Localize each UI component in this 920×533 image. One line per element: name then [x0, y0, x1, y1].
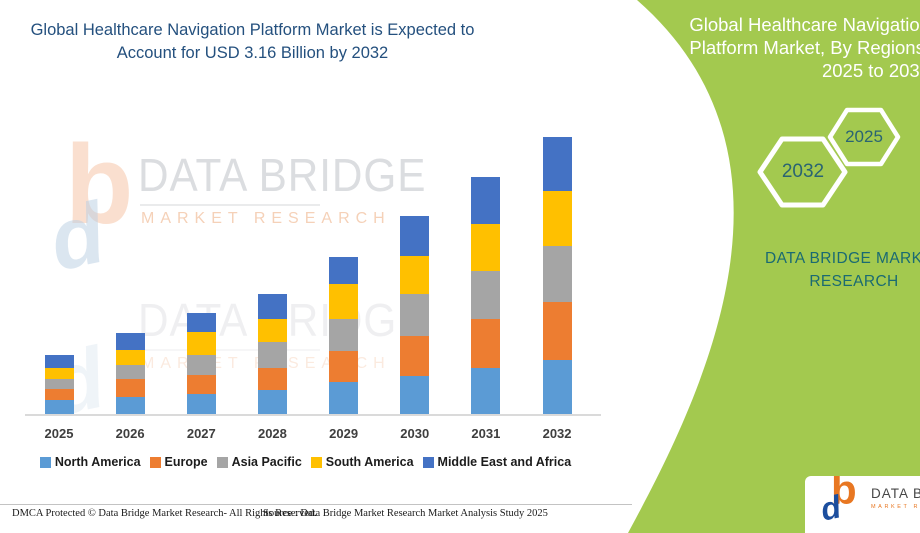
- footer-dmca-text: DMCA Protected © Data Bridge Market Rese…: [12, 508, 317, 519]
- bar-segment-south-america: [257, 319, 287, 343]
- bar-segment-south-america: [186, 332, 216, 356]
- bar-segment-north-america: [542, 359, 572, 415]
- hexagon-2025-icon: [827, 107, 901, 167]
- bar-segment-asia-pacific: [329, 319, 359, 351]
- bar-segment-north-america: [44, 400, 74, 415]
- legend-item-europe: Europe: [149, 455, 208, 469]
- legend-item-middle-east-and-africa: Middle East and Africa: [422, 455, 572, 469]
- bar-segment-north-america: [186, 393, 216, 415]
- bar-segment-south-america: [400, 255, 430, 294]
- bar-segment-asia-pacific: [471, 270, 501, 320]
- legend-item-north-america: North America: [39, 455, 141, 469]
- bar-segment-north-america: [257, 389, 287, 415]
- legend-swatch-icon: [149, 456, 161, 468]
- data-bridge-logo-icon: b d: [817, 476, 875, 530]
- legend-label: South America: [325, 455, 414, 469]
- legend-swatch-icon: [422, 456, 434, 468]
- x-tick-2032: 2032: [542, 426, 572, 441]
- bar-segment-europe: [186, 375, 216, 394]
- legend-label: Middle East and Africa: [437, 455, 572, 469]
- logo-brand-label: DATA BRIDGE: [871, 486, 920, 501]
- bar-2029: [329, 256, 359, 415]
- bar-segment-europe: [44, 388, 74, 400]
- bar-segment-middle-east-and-africa: [186, 312, 216, 333]
- bar-2031: [471, 176, 501, 415]
- bar-segment-asia-pacific: [44, 378, 74, 389]
- bar-segment-north-america: [471, 367, 501, 415]
- hexagon-2025-label: 2025: [845, 127, 883, 146]
- x-axis-line: [25, 414, 601, 416]
- x-tick-2026: 2026: [115, 426, 145, 441]
- bar-segment-north-america: [115, 396, 145, 415]
- x-tick-2028: 2028: [257, 426, 287, 441]
- legend-item-asia-pacific: Asia Pacific: [216, 455, 302, 469]
- bar-segment-north-america: [400, 376, 430, 415]
- bar-segment-asia-pacific: [257, 342, 287, 369]
- bar-segment-asia-pacific: [542, 246, 572, 303]
- bar-2027: [186, 312, 216, 415]
- footer-divider: [0, 504, 632, 505]
- bar-segment-south-america: [471, 224, 501, 271]
- x-tick-2030: 2030: [400, 426, 430, 441]
- legend-item-south-america: South America: [310, 455, 414, 469]
- bar-2030: [400, 216, 430, 415]
- x-tick-2029: 2029: [329, 426, 359, 441]
- bar-segment-middle-east-and-africa: [542, 137, 572, 191]
- chart-title: Global Healthcare Navigation Platform Ma…: [30, 21, 475, 63]
- bar-segment-europe: [115, 378, 145, 397]
- bar-segment-europe: [542, 302, 572, 360]
- bar-2032: [542, 137, 572, 415]
- legend-swatch-icon: [39, 456, 51, 468]
- bar-segment-middle-east-and-africa: [471, 176, 501, 225]
- hexagon-2032-icon: [757, 136, 848, 208]
- bar-segment-europe: [471, 319, 501, 368]
- bar-segment-asia-pacific: [115, 364, 145, 379]
- chart-legend: North America Europe Asia Pacific South Ame…: [18, 455, 593, 469]
- bar-2026: [115, 333, 145, 415]
- bar-segment-south-america: [542, 190, 572, 247]
- legend-label: North America: [54, 455, 141, 469]
- legend-swatch-icon: [216, 456, 228, 468]
- x-tick-2031: 2031: [471, 426, 501, 441]
- bar-segment-middle-east-and-africa: [329, 256, 359, 284]
- bar-segment-middle-east-and-africa: [400, 216, 430, 256]
- bar-2025: [44, 355, 74, 415]
- green-panel: [628, 0, 920, 533]
- bar-segment-north-america: [329, 382, 359, 415]
- footer-source-text: Source : Data Bridge Market Research Mar…: [263, 508, 548, 519]
- legend-swatch-icon: [310, 456, 322, 468]
- logo-text: DATA BRIDGE MARKET RESEARCH: [871, 486, 920, 510]
- bar-segment-middle-east-and-africa: [44, 355, 74, 369]
- panel-brand-text: DATA BRIDGE MARKET RESEARCH: [764, 250, 920, 291]
- bar-segment-asia-pacific: [186, 355, 216, 376]
- logo-sub-label: MARKET RESEARCH: [871, 504, 920, 510]
- panel-title: Global Healthcare Navigation Platform Ma…: [689, 14, 920, 81]
- x-tick-2027: 2027: [186, 426, 216, 441]
- bar-segment-south-america: [115, 349, 145, 365]
- legend-label: Asia Pacific: [231, 455, 302, 469]
- bar-segment-middle-east-and-africa: [115, 333, 145, 350]
- bar-segment-europe: [329, 350, 359, 383]
- bar-2028: [257, 293, 287, 415]
- hexagon-2032-label: 2032: [781, 161, 825, 182]
- bar-segment-south-america: [44, 368, 74, 379]
- x-tick-2025: 2025: [44, 426, 74, 441]
- bar-segment-middle-east-and-africa: [257, 293, 287, 320]
- bar-segment-europe: [257, 368, 287, 390]
- logo-b-glyph: b: [831, 476, 857, 513]
- bar-segment-europe: [400, 335, 430, 377]
- logo-box: b d DATA BRIDGE MARKET RESEARCH: [805, 476, 920, 533]
- bar-segment-asia-pacific: [400, 293, 430, 336]
- bar-segment-south-america: [329, 283, 359, 320]
- legend-label: Europe: [164, 455, 208, 469]
